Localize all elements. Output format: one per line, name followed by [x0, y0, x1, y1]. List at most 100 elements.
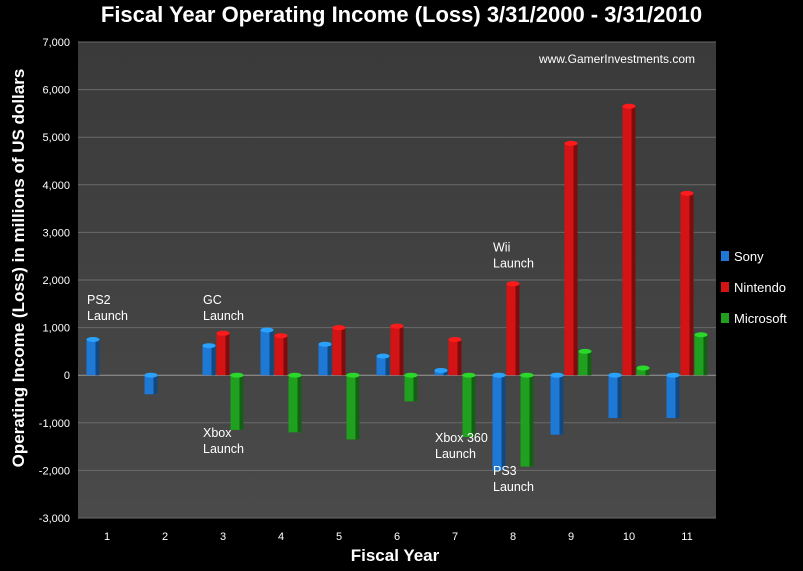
bar-shade	[413, 375, 418, 402]
x-tick-label: 7	[452, 531, 458, 543]
legend-swatch-sony	[721, 251, 729, 261]
launch-annotation: Launch	[493, 256, 534, 270]
x-tick-label: 2	[162, 531, 168, 543]
bar-cap	[202, 343, 216, 349]
bar-shade	[269, 329, 274, 376]
bar-cap	[404, 372, 418, 378]
bar-shade	[153, 375, 158, 395]
bar-cap	[622, 103, 636, 109]
bar-cap	[332, 325, 346, 331]
bar-shade	[515, 283, 520, 376]
bar-shade	[689, 193, 694, 376]
bar-shade	[501, 375, 506, 471]
bar-shade	[95, 339, 100, 376]
bar-cap	[506, 281, 520, 287]
bar-cap	[550, 372, 564, 378]
x-tick-label: 8	[510, 531, 516, 543]
x-tick-label: 3	[220, 531, 226, 543]
bar-shade	[617, 375, 622, 419]
launch-annotation: PS2	[87, 293, 111, 307]
bar-shade	[355, 375, 360, 440]
bar-shade	[703, 334, 708, 376]
bar-cap	[636, 365, 650, 371]
bar-shade	[471, 375, 476, 438]
bar-cap	[288, 372, 302, 378]
launch-annotation: Xbox	[203, 426, 232, 440]
x-tick-label: 11	[681, 531, 692, 543]
bar-cap	[680, 190, 694, 196]
bar-shade	[327, 344, 332, 376]
legend-swatch-nintendo	[721, 282, 729, 292]
bar-shade	[211, 345, 216, 376]
x-tick-label: 10	[623, 531, 635, 543]
bar-cap	[694, 332, 708, 338]
watermark: www.GamerInvestments.com	[538, 52, 695, 66]
y-tick-label: 5,000	[42, 132, 70, 144]
bar-cap	[462, 372, 476, 378]
bar-cap	[346, 372, 360, 378]
bar-shade	[443, 370, 448, 376]
launch-annotation: Launch	[435, 447, 476, 461]
legend-label-sony: Sony	[734, 249, 764, 264]
bar-cap	[318, 341, 332, 347]
bar-cap	[86, 337, 100, 342]
y-tick-label: -3,000	[39, 513, 70, 525]
launch-annotation: Xbox 360	[435, 431, 488, 445]
bar-shade	[457, 339, 462, 376]
bar-shade	[631, 106, 636, 376]
bar-cap	[274, 333, 288, 339]
bar-cap	[230, 372, 244, 378]
bar-cap	[376, 353, 390, 359]
bar-cap	[216, 330, 230, 336]
launch-annotation: Launch	[493, 480, 534, 494]
bar-cap	[144, 372, 158, 378]
launch-annotation: Launch	[203, 309, 244, 323]
y-tick-label: 1,000	[42, 323, 70, 335]
x-axis-label: Fiscal Year	[350, 546, 440, 565]
bar-shade	[559, 375, 564, 435]
bar-shade	[225, 333, 230, 376]
bar-shade	[297, 375, 302, 433]
bar-cap	[390, 323, 404, 329]
bar-shade	[341, 327, 346, 376]
bar-shade	[675, 375, 680, 419]
bar-cap	[260, 327, 274, 333]
bar-cap	[520, 372, 534, 378]
bar-cap	[608, 372, 622, 378]
bar-cap	[492, 372, 506, 378]
bar-cap	[448, 337, 462, 342]
launch-annotation: Launch	[203, 442, 244, 456]
y-tick-label: 2,000	[42, 275, 70, 287]
bar-cap	[578, 348, 592, 354]
y-tick-label: 3,000	[42, 227, 70, 239]
launch-annotation: PS3	[493, 464, 517, 478]
bar-shade	[529, 375, 534, 467]
bar-cap	[434, 367, 448, 373]
legend-swatch-microsoft	[721, 313, 729, 323]
bar-shade	[573, 143, 578, 376]
x-tick-label: 9	[568, 531, 574, 543]
x-tick-label: 4	[278, 531, 284, 543]
y-tick-label: 7,000	[42, 37, 70, 49]
legend-label-microsoft: Microsoft	[734, 311, 787, 326]
bar-cap	[666, 372, 680, 378]
launch-annotation: GC	[203, 293, 222, 307]
bar-microsoft	[636, 368, 650, 376]
x-tick-label: 6	[394, 531, 400, 543]
bar-shade	[399, 326, 404, 376]
y-tick-label: 6,000	[42, 85, 70, 97]
bar-shade	[645, 368, 650, 376]
chart-title: Fiscal Year Operating Income (Loss) 3/31…	[100, 2, 703, 27]
legend-label-nintendo: Nintendo	[734, 280, 786, 295]
bar-shade	[587, 351, 592, 376]
bar-cap	[564, 140, 578, 146]
bar-shade	[283, 335, 288, 376]
y-tick-label: 0	[64, 370, 70, 382]
y-tick-label: -1,000	[39, 418, 70, 430]
launch-annotation: Wii	[493, 240, 510, 254]
y-tick-label: 4,000	[42, 180, 70, 192]
x-tick-label: 1	[104, 531, 110, 543]
x-tick-label: 5	[336, 531, 342, 543]
y-tick-label: -2,000	[39, 465, 70, 477]
